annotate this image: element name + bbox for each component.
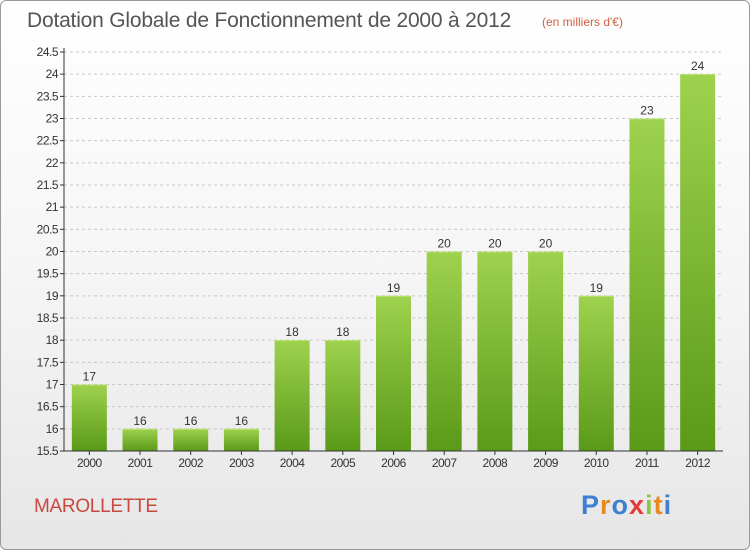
logo-letter: x (629, 490, 646, 520)
x-tick-label: 2008 (483, 456, 509, 470)
commune-name: MAROLLETTE (34, 496, 158, 517)
bar-value-label: 18 (285, 325, 299, 339)
bar-2005 (325, 340, 361, 451)
bar-value-label: 24 (691, 59, 705, 73)
bar-2001 (122, 428, 158, 451)
x-tick-label: 2009 (533, 456, 559, 470)
y-tick-label: 18 (46, 333, 59, 347)
chart-title: Dotation Globale de Fonctionnement de 20… (27, 9, 512, 32)
bar-2003 (223, 428, 259, 451)
x-tick-label: 2003 (229, 456, 255, 470)
bar-2006 (376, 295, 411, 451)
bar-value-label: 19 (387, 281, 401, 295)
y-tick-label: 20.5 (37, 222, 59, 236)
bar-value-label: 20 (539, 237, 553, 251)
bar-2002 (173, 428, 209, 451)
y-tick-label: 19 (46, 289, 59, 303)
bars (71, 74, 716, 452)
logo-letter: r (600, 490, 612, 520)
bar-2012 (680, 74, 716, 452)
x-tick-label: 2006 (381, 456, 407, 470)
y-tick-label: 18.5 (37, 311, 59, 325)
y-tick-label: 21.5 (37, 178, 59, 192)
y-tick-label: 22.5 (37, 134, 59, 148)
x-tick-label: 2011 (635, 456, 660, 470)
bar-value-label: 20 (488, 237, 502, 251)
bar-2008 (477, 251, 513, 451)
bar-2007 (426, 251, 462, 451)
logo-letter: i (645, 490, 654, 520)
bar-2000 (71, 384, 107, 451)
y-tick-label: 22 (46, 156, 59, 170)
y-tick-label: 15.5 (37, 444, 59, 458)
logo-letter: o (611, 490, 630, 520)
x-tick-label: 2000 (77, 456, 103, 470)
bar-2011 (629, 118, 665, 451)
y-tick-label: 21 (46, 200, 59, 214)
x-tick-label: 2002 (178, 456, 204, 470)
axes (60, 48, 723, 455)
y-tick-label: 23 (46, 112, 59, 126)
y-tick-label: 23.5 (37, 89, 59, 103)
bar-2010 (578, 295, 614, 451)
bar-2009 (528, 251, 564, 451)
bar-value-label: 23 (640, 104, 654, 118)
bar-value-label: 16 (184, 414, 198, 428)
y-tick-label: 19.5 (37, 267, 59, 281)
logo-letter: i (663, 490, 673, 520)
y-tick-label: 16 (46, 422, 59, 436)
x-tick-label: 2010 (584, 456, 610, 470)
bar-2004 (274, 340, 310, 451)
x-tick-label: 2007 (432, 456, 458, 470)
bar-value-label: 16 (133, 414, 147, 428)
logo-letter: t (653, 490, 664, 520)
y-tick-label: 20 (46, 245, 59, 259)
x-tick-label: 2001 (128, 456, 154, 470)
bar-value-label: 17 (83, 370, 97, 384)
bar-value-label: 20 (438, 237, 452, 251)
logo-letter: P (581, 490, 601, 520)
x-tick-label: 2005 (330, 456, 356, 470)
unit-note: (en milliers d'€) (542, 15, 623, 29)
y-tick-label: 24 (46, 67, 59, 81)
bar-value-label: 16 (235, 414, 249, 428)
bar-value-label: 19 (590, 281, 604, 295)
proxiti-logo[interactable]: Proxiti (581, 490, 672, 521)
x-tick-label: 2012 (685, 456, 711, 470)
labels: 15.5 16 16.5 17 17.5 18 18.5 19 19.5 20 20.5 21 21.5… (37, 45, 712, 470)
y-tick-label: 17 (46, 378, 59, 392)
y-tick-label: 16.5 (37, 400, 59, 414)
y-tick-label: 17.5 (37, 355, 59, 369)
x-tick-label: 2004 (280, 456, 306, 470)
y-tick-label: 24.5 (37, 45, 59, 59)
bar-value-label: 18 (336, 325, 350, 339)
